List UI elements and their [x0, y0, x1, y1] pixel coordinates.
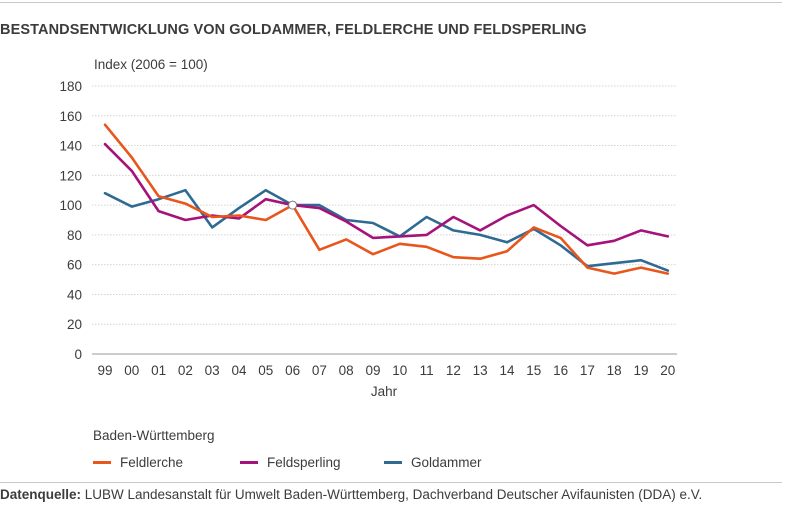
x-axis-label: Jahr: [371, 384, 398, 399]
x-tick-label: 08: [339, 363, 354, 378]
x-tick-label: 07: [312, 363, 327, 378]
x-tick-label: 11: [420, 363, 434, 378]
x-tick-label: 19: [633, 363, 648, 378]
x-tick-label: 09: [365, 363, 380, 378]
y-tick-label: 40: [67, 287, 82, 302]
series-lines: [103, 123, 670, 275]
legend-swatch-feldlerche: [93, 460, 111, 464]
x-tick-label: 03: [205, 363, 220, 378]
y-tick-label: 100: [59, 198, 82, 213]
grid: [92, 85, 677, 355]
series-line-goldammer: [103, 188, 670, 272]
x-tick-label: 15: [526, 363, 541, 378]
legend-label-goldammer: Goldammer: [411, 454, 482, 470]
x-tick-label: 20: [660, 363, 675, 378]
x-tick-label: 06: [285, 363, 300, 378]
legend-item-feldsperling: Feldsperling: [240, 454, 341, 470]
y-tick-label: 140: [59, 139, 82, 154]
x-tick-label: 02: [178, 363, 193, 378]
y-axis-ticks: 0 20 40 60 80 100 120 140 160 180: [59, 79, 82, 362]
x-tick-label: 10: [392, 363, 407, 378]
y-tick-label: 60: [67, 258, 82, 273]
legend-swatch-goldammer: [384, 460, 402, 464]
series-line-feldsperling: [103, 142, 670, 247]
x-tick-label: 01: [151, 363, 166, 378]
x-tick-label: 14: [499, 363, 515, 378]
x-tick-label: 04: [231, 363, 247, 378]
x-axis-ticks: 99 00 01 02 03 04 05 06 07 08 09 10 11 12 13 14 15 16 17 18…: [97, 363, 675, 378]
legend-label-feldsperling: Feldsperling: [267, 454, 341, 470]
y-tick-label: 20: [67, 317, 82, 332]
x-tick-label: 16: [553, 363, 568, 378]
source-text: LUBW Landesanstalt für Umwelt Baden-Würt…: [81, 487, 703, 502]
chart-title: BESTANDSENTWICKLUNG VON GOLDAMMER, FELDL…: [0, 22, 587, 38]
legend-swatch-feldsperling: [240, 460, 258, 464]
x-tick-label: 99: [97, 363, 112, 378]
y-tick-label: 160: [59, 109, 82, 124]
footer-divider: [0, 482, 782, 483]
y-axis-label: Index (2006 = 100): [94, 57, 208, 72]
x-tick-label: 05: [258, 363, 273, 378]
legend-item-goldammer: Goldammer: [384, 454, 482, 470]
x-tick-label: 12: [446, 363, 461, 378]
legend-title: Baden-Württemberg: [93, 428, 215, 443]
y-tick-label: 80: [67, 228, 82, 243]
legend-label-feldlerche: Feldlerche: [120, 454, 184, 470]
top-divider: [0, 2, 782, 3]
line-chart: 0 20 40 60 80 100 120 140 160 180 99 00 01 02 03 04 05 0…: [59, 57, 677, 399]
x-tick-label: 17: [580, 363, 595, 378]
x-tick-label: 18: [607, 363, 622, 378]
x-tick-label: 00: [124, 363, 139, 378]
reference-point-marker: [288, 200, 298, 210]
series-line-feldlerche: [103, 123, 670, 275]
source-label: Datenquelle:: [0, 487, 82, 502]
source-note: Datenquelle: LUBW Landesanstalt für Umwe…: [0, 487, 702, 502]
y-tick-label: 120: [59, 168, 82, 183]
legend-item-feldlerche: Feldlerche: [93, 454, 183, 470]
y-tick-label: 180: [59, 79, 82, 94]
y-tick-label: 0: [74, 347, 82, 362]
x-tick-label: 13: [473, 363, 488, 378]
